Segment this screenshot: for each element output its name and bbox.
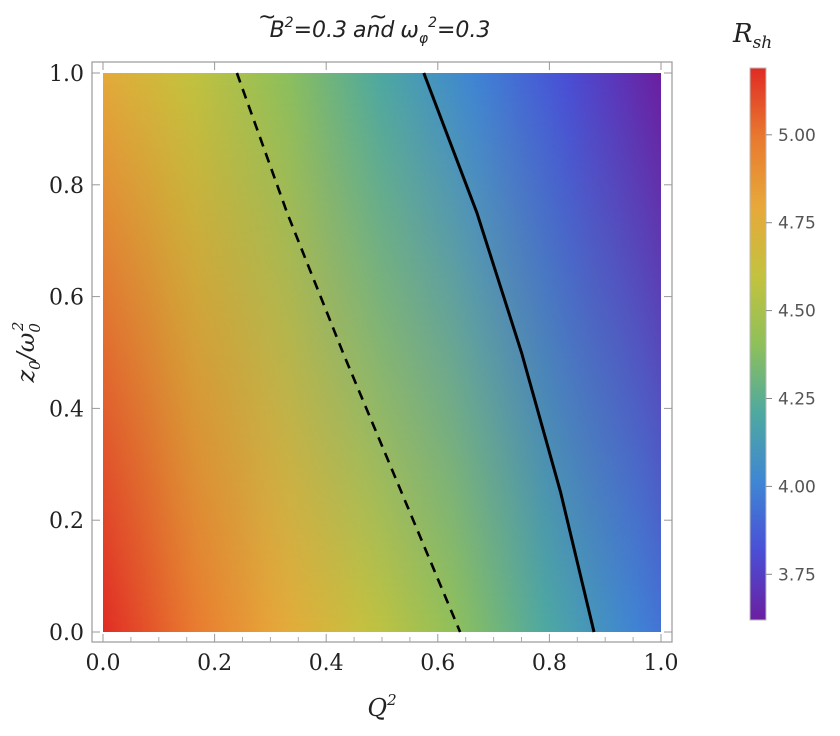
y-axis-ticks: 0.0 0.2 0.4 0.6 0.8 1.0: [49, 62, 672, 646]
y-tick-label: 0.2: [49, 509, 84, 534]
title-joiner: and: [353, 18, 395, 43]
contour-dashed-line: [235, 72, 462, 633]
colorbar-ticks: 3.75 4.00 4.25 4.50 4.75 5.00: [766, 126, 816, 585]
y-tick-label: 1.0: [49, 62, 84, 87]
colorbar-tick-label: 4.00: [778, 477, 816, 497]
y-tick-label: 0.4: [49, 397, 84, 422]
x-tick-label: 0.8: [532, 651, 567, 676]
contour-solid-line: [422, 72, 596, 633]
y-tick-label: 0.6: [49, 286, 84, 311]
x-tick-label: 0.0: [86, 651, 121, 676]
colorbar-tick-label: 4.50: [778, 302, 816, 322]
title-omega-symbol: ω: [400, 18, 418, 43]
colorbar-tick-label: 4.75: [778, 214, 816, 234]
x-tick-label: 0.6: [420, 651, 455, 676]
heatmap-field: [103, 73, 661, 632]
y-tick-label: 0.8: [49, 174, 84, 199]
colorbar-tick-label: 3.75: [778, 565, 816, 585]
colorbar-tick-label: 4.25: [778, 389, 816, 409]
title-b-exponent: 2: [285, 15, 294, 31]
y-tick-label: 0.0: [49, 621, 84, 646]
title-omega-subscript: φ: [419, 31, 429, 47]
x-tick-label: 0.2: [197, 651, 232, 676]
title-omega-exponent: 2: [428, 15, 437, 31]
title-tilde-b: ~: [258, 5, 276, 30]
y-axis-label: z0/ω02: [9, 322, 44, 384]
colorbar-label: Rsh: [732, 19, 772, 53]
x-tick-label: 1.0: [644, 651, 679, 676]
title-tilde-omega: ~: [369, 5, 387, 30]
title-b-symbol: B: [270, 18, 285, 43]
title-b-value: =0.3: [294, 18, 347, 43]
x-axis-label: Q2: [367, 691, 396, 722]
field-bottom-gradient: [103, 73, 661, 632]
x-axis-ticks: 0.0 0.2 0.4 0.6 0.8 1.0: [86, 62, 679, 676]
colorbar: 3.75 4.00 4.25 4.50 4.75 5.00 Rsh: [732, 19, 816, 621]
chart-title: B2=0.3 and ωφ2=0.3 ~ ~: [258, 5, 490, 47]
contour-lines: [235, 72, 596, 633]
x-tick-label: 0.4: [309, 651, 344, 676]
colorbar-ramp: [750, 68, 766, 620]
colorbar-frame: [749, 67, 767, 621]
colorbar-tick-label: 5.00: [778, 126, 816, 146]
title-omega-value: =0.3: [437, 18, 490, 43]
